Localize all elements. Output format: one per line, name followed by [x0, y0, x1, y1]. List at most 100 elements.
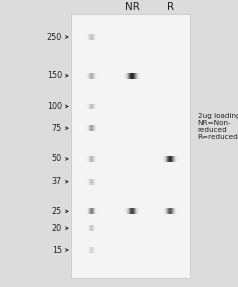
Bar	[129, 73, 130, 79]
Bar	[95, 73, 96, 79]
Bar	[92, 34, 93, 40]
Text: NR: NR	[125, 2, 139, 12]
Bar	[95, 208, 96, 214]
Bar	[170, 156, 171, 162]
Bar	[91, 104, 92, 109]
Bar	[86, 34, 87, 40]
Bar	[87, 104, 88, 109]
Bar	[167, 208, 168, 214]
Bar	[162, 156, 163, 162]
Bar	[124, 73, 125, 79]
Bar	[135, 73, 136, 79]
Bar	[164, 208, 165, 214]
Bar	[89, 34, 90, 40]
Bar	[88, 73, 89, 79]
Bar	[92, 156, 93, 162]
Bar	[94, 73, 95, 79]
Bar	[128, 73, 129, 79]
Bar	[173, 208, 174, 214]
Bar	[88, 104, 89, 109]
Text: 37: 37	[52, 177, 62, 186]
Text: 2ug loading
NR=Non-
reduced
R=reduced: 2ug loading NR=Non- reduced R=reduced	[198, 113, 238, 140]
Bar	[136, 73, 137, 79]
Bar	[89, 156, 90, 162]
Bar	[127, 208, 128, 214]
Bar	[95, 225, 96, 231]
Bar	[95, 179, 96, 185]
Bar	[89, 73, 90, 79]
Bar	[87, 208, 88, 214]
Bar	[169, 156, 170, 162]
Bar	[90, 179, 91, 185]
Bar	[88, 34, 89, 40]
Bar	[96, 104, 97, 109]
Bar	[94, 125, 95, 131]
Bar	[90, 104, 91, 109]
Bar	[171, 156, 172, 162]
Bar	[167, 156, 168, 162]
Bar	[170, 208, 171, 214]
Bar	[139, 73, 140, 79]
Bar	[86, 208, 87, 214]
Bar	[135, 208, 136, 214]
Bar	[134, 73, 135, 79]
Bar	[90, 73, 91, 79]
Bar	[127, 73, 128, 79]
Bar	[129, 208, 130, 214]
Bar	[176, 208, 177, 214]
Bar	[87, 125, 88, 131]
Bar	[176, 156, 177, 162]
Bar	[91, 125, 92, 131]
Bar	[92, 179, 93, 185]
Bar	[91, 179, 92, 185]
Bar	[93, 34, 94, 40]
Bar	[88, 179, 89, 185]
Bar	[89, 125, 90, 131]
Bar	[166, 156, 167, 162]
Bar	[132, 73, 133, 79]
Bar	[90, 34, 91, 40]
Bar	[92, 208, 93, 214]
Text: 50: 50	[52, 154, 62, 163]
Bar	[96, 179, 97, 185]
Bar	[71, 14, 190, 278]
Bar	[89, 179, 90, 185]
Text: 25: 25	[52, 207, 62, 216]
Bar	[177, 156, 178, 162]
Bar	[93, 104, 94, 109]
Bar	[91, 34, 92, 40]
Bar	[130, 73, 131, 79]
Bar	[92, 225, 93, 231]
Bar	[91, 156, 92, 162]
Bar	[166, 208, 167, 214]
Bar	[94, 208, 95, 214]
Text: 75: 75	[52, 124, 62, 133]
Bar	[93, 73, 94, 79]
Bar	[93, 125, 94, 131]
Bar	[88, 125, 89, 131]
Bar	[90, 225, 91, 231]
Bar	[95, 104, 96, 109]
Bar	[126, 73, 127, 79]
Bar	[92, 73, 93, 79]
Bar	[134, 208, 135, 214]
Text: 150: 150	[47, 71, 62, 80]
Bar	[86, 125, 87, 131]
Bar	[95, 156, 96, 162]
Bar	[93, 208, 94, 214]
Bar	[131, 73, 132, 79]
Bar	[130, 208, 131, 214]
Bar	[138, 208, 139, 214]
Bar	[90, 125, 91, 131]
Bar	[175, 156, 176, 162]
Text: 100: 100	[47, 102, 62, 111]
Bar	[96, 156, 97, 162]
Bar	[87, 156, 88, 162]
Bar	[92, 125, 93, 131]
Bar	[137, 73, 138, 79]
Bar	[90, 156, 91, 162]
Bar	[126, 208, 127, 214]
Bar	[171, 208, 172, 214]
Bar	[163, 156, 164, 162]
Bar	[87, 34, 88, 40]
